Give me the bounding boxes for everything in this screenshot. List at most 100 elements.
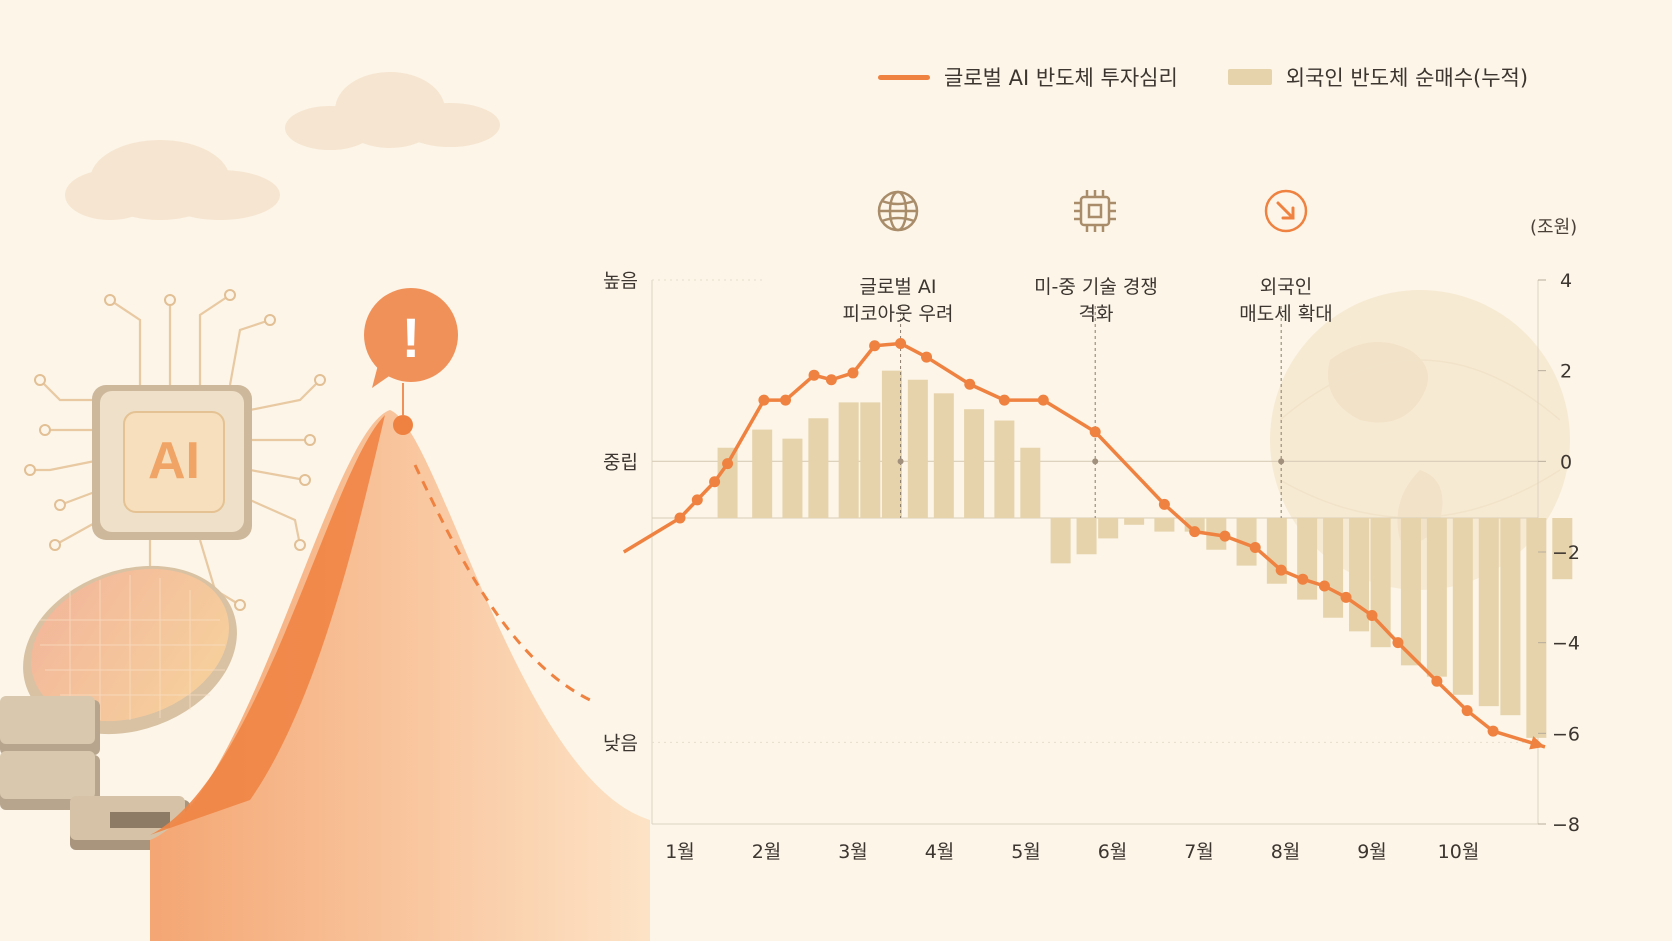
line-point (758, 394, 770, 406)
x-tick-label: 10월 (1438, 841, 1480, 863)
wafer-illustration (23, 565, 237, 735)
bar-mark (838, 402, 859, 518)
bar-mark (1349, 518, 1370, 632)
right-tick-label: 2 (1560, 361, 1572, 383)
line-point (1487, 725, 1499, 737)
legend-bar-label: 외국인 반도체 순매수(누적) (1285, 66, 1529, 90)
line-arrowhead (1529, 736, 1545, 750)
legend-item-bar: 외국인 반도체 순매수(누적) (1227, 62, 1529, 92)
line-point (691, 494, 703, 506)
x-tick-label: 8월 (1271, 841, 1301, 863)
line-point (808, 369, 820, 381)
line-point (1158, 498, 1170, 510)
bar-mark (860, 402, 881, 518)
line-point (1089, 426, 1101, 438)
line-point (1366, 609, 1378, 621)
globe-icon (877, 190, 919, 232)
x-tick-label: 5월 (1011, 841, 1041, 863)
right-tick-label: −2 (1552, 542, 1580, 564)
ai-chip-illustration: AI (24, 289, 326, 611)
svg-text:!: ! (402, 306, 421, 369)
event-label-foreign-selling: 외국인 매도세 확대 (1239, 276, 1333, 325)
bar-mark (1050, 518, 1071, 564)
bar-mark (1076, 518, 1097, 555)
right-tick-label: 4 (1560, 270, 1572, 292)
bar-mark (782, 438, 803, 518)
chip-modules-illustration (0, 696, 190, 850)
line-point (1392, 637, 1404, 649)
line-point (847, 367, 859, 379)
line-point (780, 394, 792, 406)
right-tick-label: 0 (1560, 451, 1572, 473)
line-point (722, 458, 734, 470)
line-point (674, 512, 686, 524)
line-point (998, 394, 1010, 406)
bar-mark (1236, 518, 1257, 566)
line-point (1219, 530, 1231, 542)
bar-mark (907, 379, 928, 518)
event-marker-dot (1278, 458, 1285, 465)
bar-mark (1297, 518, 1318, 600)
cloud-decoration (65, 72, 500, 220)
line-point (1249, 541, 1261, 553)
sentiment-peak-illustration: ! (150, 288, 650, 941)
arrow-down-right-icon (1264, 189, 1308, 233)
line-point (1431, 675, 1443, 687)
event-marker-dot (897, 458, 904, 465)
alert-bubble-icon: ! (364, 288, 458, 388)
right-tick-label: −6 (1552, 723, 1580, 745)
line-point (1189, 526, 1201, 538)
line-point (869, 340, 881, 352)
bar-mark (1323, 518, 1344, 618)
bar-mark (933, 393, 954, 518)
bar-mark (994, 420, 1015, 518)
globe-decoration (1270, 290, 1570, 590)
x-tick-label: 4월 (925, 841, 955, 863)
x-tick-label: 3월 (838, 841, 868, 863)
bar-mark (1370, 518, 1391, 648)
line-point (964, 378, 976, 390)
event-label-us-china: 미-중 기술 경쟁 격화 (1034, 276, 1158, 325)
line-point (825, 374, 837, 386)
legend-line-swatch (878, 74, 930, 80)
legend-bar-swatch (1227, 69, 1272, 85)
x-tick-label: 2월 (752, 841, 782, 863)
line-point (1037, 394, 1049, 406)
bar-mark (881, 370, 902, 518)
chip-icon (1074, 190, 1116, 232)
dashed-decline-path (413, 464, 591, 702)
event-marker-dot (1092, 458, 1099, 465)
x-tick-label: 7월 (1184, 841, 1214, 863)
legend-line-label: 글로벌 AI 반도체 투자심리 (944, 66, 1178, 90)
x-tick-label: 1월 (665, 841, 695, 863)
left-tick-label: 낮음 (603, 732, 638, 754)
bar-mark (1426, 518, 1447, 677)
bar-mark (1478, 518, 1499, 707)
line-point (1318, 580, 1330, 592)
legend-item-line: 글로벌 AI 반도체 투자심리 (878, 62, 1178, 92)
bar-mark (1098, 518, 1119, 539)
bar-mark (1500, 518, 1521, 716)
right-tick-label: −8 (1552, 814, 1580, 836)
bar-mark (752, 429, 773, 518)
line-point (895, 337, 907, 349)
left-tick-label: 중립 (603, 451, 638, 473)
right-axis-unit: (조원) (1530, 217, 1578, 238)
line-point (1297, 573, 1309, 585)
line-point (1340, 591, 1352, 603)
bar-mark (1526, 518, 1547, 738)
bar-mark (1400, 518, 1421, 666)
chart-legend: 글로벌 AI 반도체 투자심리 외국인 반도체 순매수(누적) (878, 62, 1564, 92)
bar-mark (1020, 447, 1041, 518)
x-tick-label: 9월 (1357, 841, 1387, 863)
bar-mark (808, 418, 829, 518)
line-point (1275, 564, 1287, 576)
bar-mark (1154, 518, 1175, 532)
bar-mark (1552, 518, 1573, 580)
line-point (921, 351, 933, 363)
x-tick-label: 6월 (1098, 841, 1128, 863)
bar-mark (1452, 518, 1473, 695)
line-point (1461, 705, 1473, 717)
